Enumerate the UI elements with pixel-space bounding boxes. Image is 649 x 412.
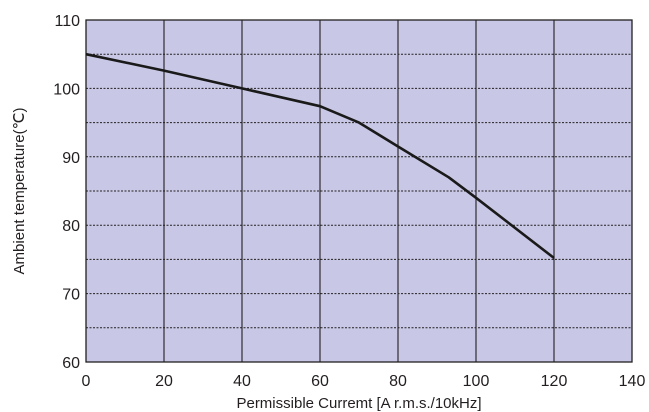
series-line <box>85 52 555 260</box>
y-tick-label: 100 <box>53 81 80 98</box>
x-axis-title: Permissible Curremt [A r.m.s./10kHz] <box>236 395 481 412</box>
x-tick-label: 120 <box>541 373 568 390</box>
y-tick-label: 110 <box>54 13 80 30</box>
plot-frame <box>85 19 633 363</box>
y-tick-label: 60 <box>62 355 80 372</box>
x-tick-label: 80 <box>389 373 407 390</box>
horizontal-gridlines <box>86 53 632 329</box>
x-tick-label: 40 <box>233 373 251 390</box>
y-tick-label: 70 <box>62 287 80 304</box>
y-tick-labels: 60 70 80 90 100 110 <box>53 13 80 372</box>
y-axis-title: Ambient temperature(℃) <box>11 108 28 275</box>
vertical-gridlines <box>163 20 555 362</box>
x-tick-label: 140 <box>619 373 646 390</box>
y-tick-label: 90 <box>62 150 80 167</box>
x-tick-label: 20 <box>155 373 173 390</box>
y-tick-label: 80 <box>62 218 80 235</box>
x-tick-label: 100 <box>463 373 490 390</box>
x-tick-label: 60 <box>311 373 329 390</box>
x-tick-label: 0 <box>82 373 91 390</box>
x-tick-labels: 0 20 40 60 80 100 120 140 <box>82 373 646 390</box>
